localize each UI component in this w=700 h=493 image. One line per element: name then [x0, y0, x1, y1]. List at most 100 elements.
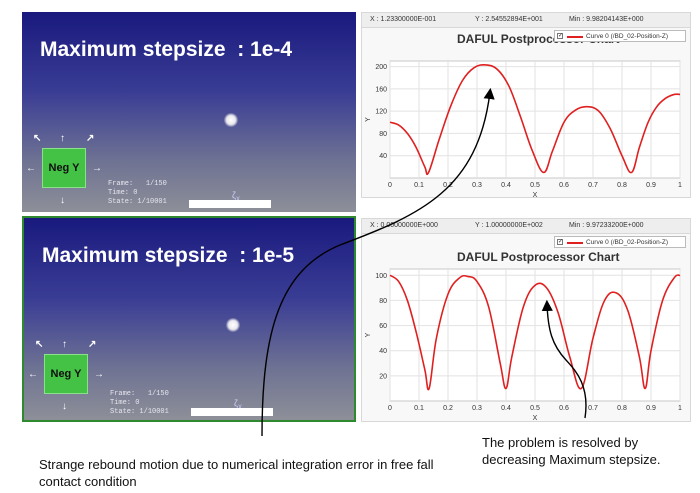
- x-tick-label: 1: [678, 405, 682, 412]
- y-tick-label: 120: [375, 109, 387, 116]
- series-line: [389, 64, 681, 176]
- x-tick-label: 0.3: [472, 182, 482, 189]
- x-tick-label: 0.9: [646, 182, 656, 189]
- chart-legend[interactable]: ✓ Curve 0 (/BD_02-Position-Z): [554, 30, 686, 42]
- x-readout: X : 1.23300000E-001: [370, 16, 437, 23]
- y-tick-label: 80: [379, 298, 387, 305]
- x-tick-label: 0.1: [414, 182, 424, 189]
- x-tick-label: 0.2: [443, 405, 453, 412]
- axis-arrow-icon: ↓: [60, 195, 65, 206]
- annotation-arrow-icon: [261, 87, 495, 437]
- x-tick-label: 0.6: [559, 182, 569, 189]
- ball-icon: [224, 113, 238, 127]
- y-axis-label: Y: [365, 117, 372, 122]
- axis-arrow-icon: ↑: [60, 133, 65, 144]
- axis-arrow-icon: ↖: [33, 133, 42, 144]
- axis-arrow-icon: ↑: [62, 339, 67, 350]
- frame-label: Frame:: [108, 180, 134, 188]
- position-chart-top[interactable]: 0 0.1 0.2 0.3 0.4 0.5 0.6 0.7 0.8 0.9 1 40 80 120 160 2…: [362, 13, 691, 198]
- frame-value: 1/150: [145, 180, 167, 188]
- y-tick-label: 160: [375, 86, 387, 93]
- state-label: State:: [108, 198, 134, 206]
- x-tick-label: 0.7: [588, 405, 598, 412]
- gizmo-cube-icon[interactable]: ↖ ↑ ↗ ← → ↓ Neg Y: [24, 130, 104, 212]
- chart-title: DAFUL Postprocessor Chart: [457, 250, 620, 264]
- x-tick-label: 0.8: [617, 405, 627, 412]
- time-value: 0: [135, 399, 140, 407]
- x-tick-label: 0.6: [559, 405, 569, 412]
- x-axis-label: X: [533, 415, 538, 422]
- x-tick-label: 0.3: [472, 405, 482, 412]
- legend-line-swatch: [567, 242, 583, 244]
- axis-arrow-icon: ↖: [35, 339, 44, 350]
- x-tick-label: 0.7: [588, 182, 598, 189]
- x-tick-label: 1: [678, 182, 682, 189]
- axis-arrow-icon: →: [92, 163, 102, 174]
- x-tick-label: 0.1: [414, 405, 424, 412]
- bottom-chart-panel[interactable]: X : 0.00000000E+000 Y : 1.00000000E+002 …: [361, 218, 691, 422]
- ball-icon: [226, 318, 240, 332]
- top-viewport-title: Maximum stepsize : 1e-4: [40, 38, 293, 61]
- x-tick-label: 0.5: [530, 182, 540, 189]
- x-readout: X : 0.00000000E+000: [370, 222, 438, 229]
- x-tick-label: 0.9: [646, 405, 656, 412]
- legend-checkbox[interactable]: ✓: [557, 239, 564, 245]
- top-viewport[interactable]: Maximum stepsize : 1e-4 ↖ ↑ ↗ ← → ↓ Neg …: [22, 12, 356, 212]
- progress-bar[interactable]: [191, 408, 273, 416]
- min-readout: Min : 9.98204143E+000: [569, 16, 644, 23]
- x-tick-label: 0.2: [443, 182, 453, 189]
- gizmo-face-label: Neg Y: [42, 148, 86, 188]
- axis-arrow-icon: ↗: [86, 133, 95, 144]
- gizmo-face-label: Neg Y: [44, 354, 88, 394]
- state-value: 1/10001: [139, 408, 169, 416]
- axis-triad-icon: ζX: [232, 190, 240, 203]
- legend-label: Curve 0 (/BD_02-Position-Z): [586, 33, 668, 40]
- x-tick-label: 0.5: [530, 405, 540, 412]
- position-chart-bottom[interactable]: 0 0.1 0.2 0.3 0.4 0.5 0.6 0.7 0.8 0.9 1 20 40 60 80 100…: [362, 219, 691, 422]
- min-readout: Min : 9.97233200E+000: [569, 222, 644, 229]
- top-chart-panel[interactable]: X : 1.23300000E-001 Y : 2.54552894E+001 …: [361, 12, 691, 198]
- state-value: 1/10001: [137, 198, 167, 206]
- axis-arrow-icon: ↓: [62, 401, 67, 412]
- chart-legend[interactable]: ✓ Curve 0 (/BD_02-Position-Z): [554, 236, 686, 248]
- frame-value: 1/150: [147, 390, 169, 398]
- legend-label: Curve 0 (/BD_02-Position-Z): [586, 239, 668, 246]
- progress-bar[interactable]: [189, 200, 271, 208]
- axis-arrow-icon: ↗: [88, 339, 97, 350]
- y-readout: Y : 2.54552894E+001: [475, 16, 543, 23]
- coordinate-readout-bar: X : 1.23300000E-001 Y : 2.54552894E+001 …: [362, 13, 690, 28]
- axis-arrow-icon: ←: [26, 163, 36, 174]
- coordinate-readout-bar: X : 0.00000000E+000 Y : 1.00000000E+002 …: [362, 219, 690, 234]
- y-tick-label: 80: [379, 131, 387, 138]
- bottom-viewport[interactable]: Maximum stepsize : 1e-5 ↖ ↑ ↗ ← → ↓ Neg …: [22, 216, 356, 422]
- annotation-left: Strange rebound motion due to numerical …: [39, 457, 434, 489]
- y-tick-label: 100: [375, 273, 387, 280]
- time-label: Time:: [110, 399, 132, 407]
- annotation-right: The problem is resolved by decreasing Ma…: [482, 435, 661, 467]
- annotation-arrow-icon: [541, 299, 587, 419]
- state-label: State:: [110, 408, 136, 416]
- y-axis-label: Y: [365, 332, 372, 337]
- y-tick-label: 40: [379, 348, 387, 355]
- gizmo-cube-icon[interactable]: ↖ ↑ ↗ ← → ↓ Neg Y: [26, 336, 106, 420]
- y-readout: Y : 1.00000000E+002: [475, 222, 543, 229]
- x-axis-label: X: [533, 192, 538, 198]
- series-line: [389, 274, 681, 391]
- time-value: 0: [133, 189, 138, 197]
- axis-arrow-icon: →: [94, 369, 104, 380]
- x-tick-label: 0: [388, 405, 392, 412]
- legend-line-swatch: [567, 36, 583, 38]
- x-tick-label: 0: [388, 182, 392, 189]
- y-tick-label: 60: [379, 323, 387, 330]
- y-tick-label: 200: [375, 64, 387, 71]
- legend-checkbox[interactable]: ✓: [557, 33, 564, 39]
- frame-info: Frame: 1/150 Time: 0 State: 1/10001: [108, 180, 167, 207]
- frame-info: Frame: 1/150 Time: 0 State: 1/10001: [110, 390, 169, 417]
- axis-arrow-icon: ←: [28, 369, 38, 380]
- y-tick-label: 40: [379, 153, 387, 160]
- x-tick-label: 0.8: [617, 182, 627, 189]
- frame-label: Frame:: [110, 390, 136, 398]
- axis-triad-icon: ζX: [234, 398, 242, 411]
- y-tick-label: 20: [379, 373, 387, 380]
